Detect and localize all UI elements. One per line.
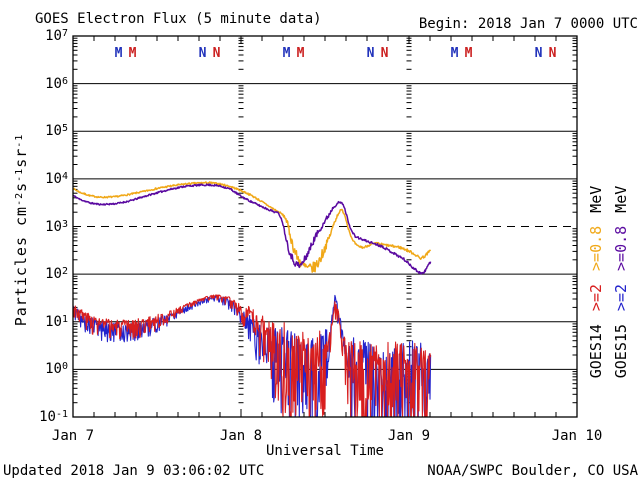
legend-goes14-e2-label: >=2: [587, 283, 605, 312]
legend-goes15-unit: MeV: [612, 185, 630, 213]
series-goes14-e08: [72, 181, 432, 273]
x-tick-label: Jan 9: [387, 428, 431, 444]
satellite-marker-letter: N: [367, 46, 375, 61]
satellite-marker-letter: N: [381, 46, 389, 61]
series-goes15-e08: [72, 183, 432, 275]
legend-goes15-e08-label: >=0.8: [612, 225, 630, 271]
y-tick-label: 104: [45, 170, 68, 187]
x-tick-label: Jan 8: [219, 428, 263, 444]
satellite-marker-letter: M: [465, 46, 473, 61]
satellite-marker-letter: M: [115, 46, 123, 61]
y-tick-label: 100: [45, 361, 68, 378]
legend-goes14-satellite: GOES14: [587, 324, 605, 379]
y-tick-label: 107: [45, 28, 68, 44]
x-tick-label: Jan 10: [551, 428, 603, 444]
satellite-marker-letter: N: [199, 46, 207, 61]
begin-timestamp: Begin: 2018 Jan 7 0000 UTC: [418, 16, 638, 32]
legend-goes15-e2-label: >=2: [612, 283, 630, 312]
y-tick-label: 101: [45, 313, 68, 330]
legend-goes15: GOES15 >=2 >=0.8 MeV: [612, 186, 630, 379]
x-axis-label: Universal Time: [265, 443, 384, 459]
y-tick-label: 10-1: [39, 409, 68, 425]
plot-frame: [72, 35, 578, 418]
y-tick-label: 105: [45, 123, 68, 140]
legend-goes14-unit: MeV: [587, 185, 605, 213]
legend-goes14: GOES14 >=2 >=0.8 MeV: [587, 186, 605, 379]
y-tick-label: 106: [45, 75, 68, 92]
satellite-marker-letter: M: [129, 46, 137, 61]
satellite-marker-letter: M: [297, 46, 305, 61]
chart-title: GOES Electron Flux (5 minute data): [35, 11, 322, 27]
y-tick-label: 102: [45, 266, 68, 283]
satellite-marker-letter: M: [283, 46, 291, 61]
satellite-marker-letter: N: [549, 46, 557, 61]
satellite-marker-letter: N: [213, 46, 221, 61]
updated-timestamp: Updated 2018 Jan 9 03:06:02 UTC: [3, 463, 265, 479]
legend-goes14-e08-label: >=0.8: [587, 225, 605, 271]
legend-goes15-satellite: GOES15: [612, 324, 630, 379]
series-goes14-e2: [72, 294, 432, 418]
satellite-marker-letter: M: [451, 46, 459, 61]
y-tick-label: 103: [45, 218, 68, 235]
credit-text: NOAA/SWPC Boulder, CO USA: [427, 463, 638, 479]
satellite-marker-letter: N: [535, 46, 543, 61]
x-tick-label: Jan 7: [51, 428, 95, 444]
